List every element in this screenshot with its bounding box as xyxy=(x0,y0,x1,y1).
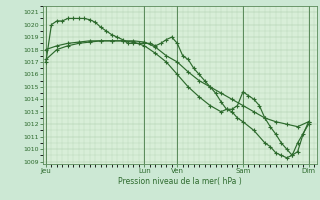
X-axis label: Pression niveau de la mer( hPa ): Pression niveau de la mer( hPa ) xyxy=(118,177,242,186)
